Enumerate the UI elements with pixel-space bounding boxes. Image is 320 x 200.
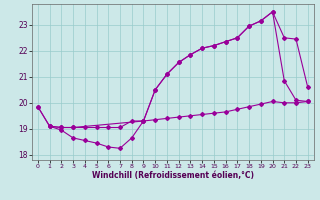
X-axis label: Windchill (Refroidissement éolien,°C): Windchill (Refroidissement éolien,°C) [92,171,254,180]
